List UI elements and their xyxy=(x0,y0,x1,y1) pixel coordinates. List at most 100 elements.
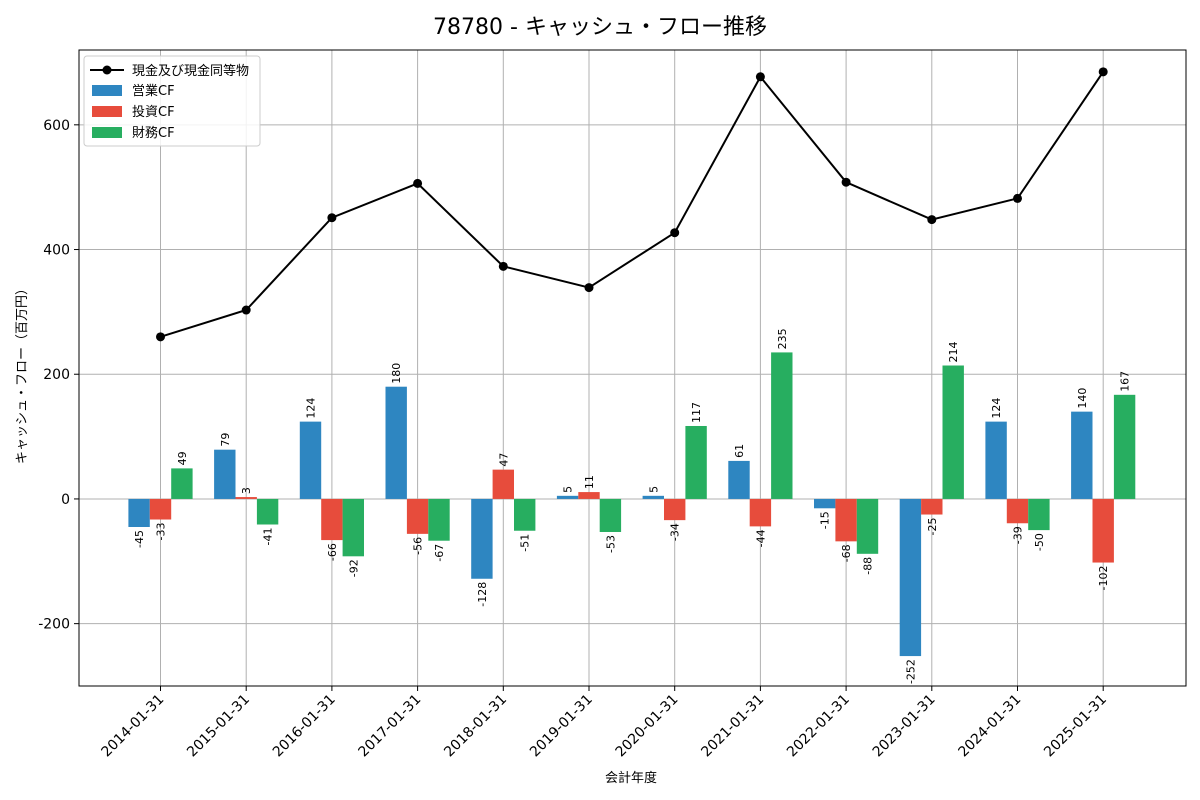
data-label: -88 xyxy=(862,557,875,575)
y-tick-label: -200 xyxy=(38,617,70,633)
data-label: -50 xyxy=(1033,533,1046,551)
legend-label: 現金及び現金同等物 xyxy=(132,63,249,79)
data-label: 124 xyxy=(305,398,318,419)
legend-label: 投資CF xyxy=(132,104,175,120)
data-label: 124 xyxy=(990,398,1003,419)
x-tick-label: 2023-01-31 xyxy=(870,692,939,761)
data-label: -67 xyxy=(433,544,446,562)
x-tick-label: 2016-01-31 xyxy=(270,692,339,761)
x-tick-label: 2018-01-31 xyxy=(441,692,510,761)
x-tick-label: 2014-01-31 xyxy=(98,692,167,761)
bar-投資CF xyxy=(235,497,257,499)
bars-layer xyxy=(128,352,1136,657)
data-label: -53 xyxy=(604,535,617,553)
bar-投資CF xyxy=(1092,498,1114,563)
cash-point xyxy=(1013,193,1022,203)
x-tick-label: 2021-01-31 xyxy=(698,692,767,761)
bar-営業CF xyxy=(728,460,750,499)
data-label: 167 xyxy=(1119,371,1132,392)
cash-point xyxy=(584,283,594,293)
data-label: -33 xyxy=(155,523,168,541)
data-label: 5 xyxy=(562,486,575,493)
bar-財務CF xyxy=(942,365,964,499)
legend-label: 営業CF xyxy=(132,83,175,99)
bar-営業CF xyxy=(556,495,579,499)
x-tick-label: 2015-01-31 xyxy=(184,692,253,761)
cash-point xyxy=(841,177,851,187)
bar-投資CF xyxy=(149,498,172,520)
data-label: -252 xyxy=(904,659,917,684)
bar-財務CF xyxy=(342,498,364,557)
x-tick-label: 2017-01-31 xyxy=(356,692,425,761)
bar-投資CF xyxy=(1006,498,1029,524)
bar-財務CF xyxy=(856,498,879,554)
data-label: -44 xyxy=(754,529,767,547)
data-label: -92 xyxy=(347,559,360,577)
x-tick-label: 2020-01-31 xyxy=(613,692,682,761)
cash-line-layer xyxy=(156,67,1108,342)
bar-営業CF xyxy=(214,449,236,499)
data-label: -102 xyxy=(1097,566,1110,591)
bar-営業CF xyxy=(642,495,664,499)
bar-営業CF xyxy=(985,421,1007,499)
data-label: -51 xyxy=(519,534,532,552)
x-tick-label: 2019-01-31 xyxy=(527,692,596,761)
cash-point xyxy=(327,213,337,223)
data-label: 180 xyxy=(390,363,403,384)
cash-point xyxy=(498,261,508,271)
bar-営業CF xyxy=(814,498,836,509)
bar-営業CF xyxy=(299,421,322,499)
data-label: -128 xyxy=(476,582,489,607)
data-label: -66 xyxy=(326,543,339,561)
cash-point xyxy=(156,332,165,342)
bar-営業CF xyxy=(899,498,922,657)
data-label: 3 xyxy=(240,487,253,494)
bar-財務CF xyxy=(1028,498,1050,531)
bar-投資CF xyxy=(835,498,857,542)
y-tick-label: 600 xyxy=(43,118,70,134)
x-tick-label: 2024-01-31 xyxy=(955,692,1024,761)
bar-投資CF xyxy=(921,498,943,515)
y-tick-label: 400 xyxy=(43,243,70,259)
data-label: -34 xyxy=(669,523,682,541)
data-label: 235 xyxy=(776,328,789,349)
axes-layer: -200 0 200 400 600 2014-01-31 2015-01-31 2016-0… xyxy=(38,49,1187,761)
bar-投資CF xyxy=(492,469,514,499)
data-label: 47 xyxy=(497,453,510,467)
data-label: 140 xyxy=(1076,388,1089,409)
cash-point xyxy=(670,228,680,238)
bar-投資CF xyxy=(406,498,429,534)
data-label: -45 xyxy=(133,530,146,548)
bar-投資CF xyxy=(321,498,343,541)
bar-財務CF xyxy=(1113,394,1136,499)
plot-frame xyxy=(78,49,1187,687)
legend-box xyxy=(83,55,261,147)
chart-title: 78780 - キャッシュ・フロー推移 xyxy=(433,15,767,40)
bar-営業CF xyxy=(385,386,407,499)
bar-財務CF xyxy=(171,468,193,499)
data-label: -15 xyxy=(819,511,832,529)
data-label: -56 xyxy=(412,537,425,555)
cash-point xyxy=(413,178,423,188)
x-tick-label: 2022-01-31 xyxy=(784,692,853,761)
data-label: 61 xyxy=(733,444,746,458)
y-tick-label: 200 xyxy=(43,367,70,383)
data-label: 214 xyxy=(947,342,960,363)
data-label: 79 xyxy=(219,433,232,447)
bar-財務CF xyxy=(514,498,536,531)
cash-point xyxy=(1098,67,1108,77)
bar-営業CF xyxy=(128,498,150,527)
legend-swatch xyxy=(92,127,122,138)
bar-財務CF xyxy=(685,425,707,499)
cash-point xyxy=(755,72,765,82)
data-label: -41 xyxy=(262,528,275,546)
bar-投資CF xyxy=(664,498,686,521)
y-tick-label: 0 xyxy=(61,492,70,508)
y-axis-label: キャッシュ・フロー（百万円） xyxy=(15,282,30,464)
bar-財務CF xyxy=(599,498,622,532)
bar-財務CF xyxy=(428,498,450,541)
